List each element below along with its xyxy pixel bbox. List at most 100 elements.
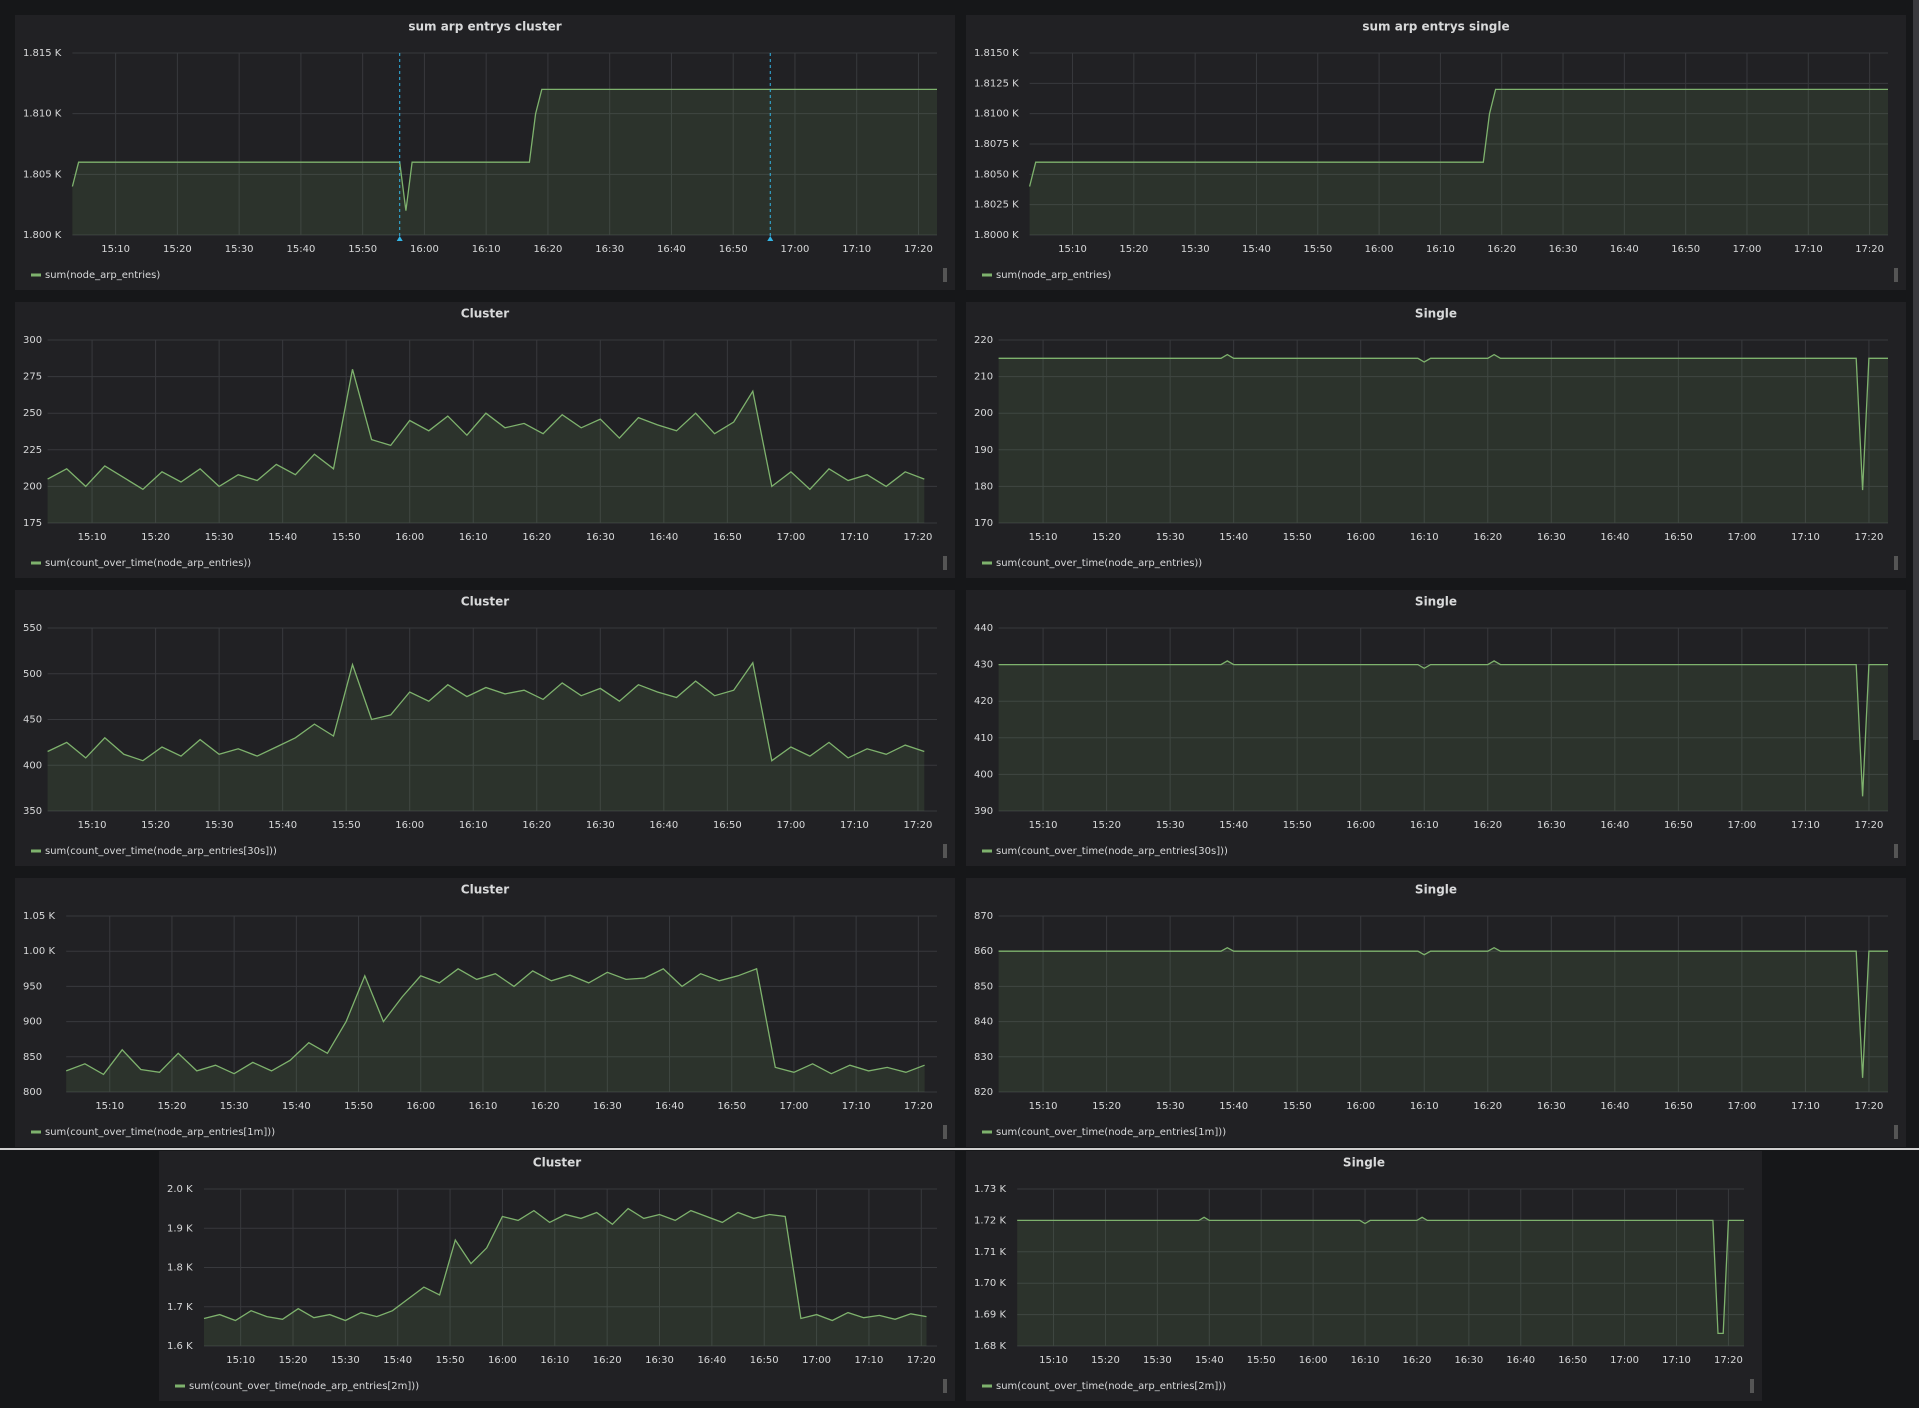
y-tick-label: 950: [23, 981, 42, 992]
x-tick-label: 17:00: [802, 1355, 831, 1366]
y-tick-label: 550: [23, 623, 42, 634]
x-tick-label: 16:00: [395, 820, 424, 831]
x-tick-label: 16:40: [649, 532, 678, 543]
x-tick-label: 16:40: [1506, 1355, 1535, 1366]
x-tick-label: 16:00: [1346, 1101, 1375, 1112]
chart-title: Single: [1343, 1156, 1385, 1170]
x-tick-label: 15:40: [268, 532, 297, 543]
x-tick-label: 15:20: [279, 1355, 308, 1366]
x-tick-label: 15:20: [1119, 244, 1148, 255]
x-tick-label: 15:30: [1156, 532, 1185, 543]
panel-resize-handle: [943, 268, 947, 282]
x-tick-label: 16:50: [719, 244, 748, 255]
x-tick-label: 17:20: [907, 1355, 936, 1366]
x-tick-label: 16:00: [406, 1101, 435, 1112]
line: [998, 353, 1888, 491]
x-tick-label: 15:30: [220, 1101, 249, 1112]
panel-resize-handle: [943, 1379, 947, 1393]
y-tick-label: 1.05 K: [23, 911, 55, 922]
line: [1017, 1216, 1744, 1335]
chart-title: Single: [1415, 595, 1457, 609]
x-tick-label: 16:40: [1610, 244, 1639, 255]
x-tick-label: 17:20: [1855, 244, 1884, 255]
x-tick-label: 16:10: [1410, 1101, 1439, 1112]
x-tick-label: 15:50: [332, 820, 361, 831]
x-tick-label: 15:50: [1283, 1101, 1312, 1112]
y-tick-label: 225: [23, 445, 42, 456]
chart-title: sum arp entrys cluster: [408, 20, 561, 34]
y-tick-label: 400: [974, 769, 993, 780]
y-tick-label: 1.68 K: [974, 1341, 1006, 1352]
y-tick-label: 1.8 K: [167, 1263, 193, 1274]
x-tick-label: 17:20: [1855, 532, 1884, 543]
y-tick-label: 1.8025 K: [974, 200, 1019, 211]
x-tick-label: 17:00: [776, 532, 805, 543]
annotation-marker: [396, 236, 403, 241]
panel-resize-handle: [943, 556, 947, 570]
y-tick-label: 190: [974, 445, 993, 456]
panel-resize-handle: [1894, 556, 1898, 570]
x-tick-label: 15:10: [1029, 532, 1058, 543]
x-tick-label: 16:30: [1454, 1355, 1483, 1366]
x-tick-label: 15:40: [1219, 1101, 1248, 1112]
x-tick-label: 16:20: [1403, 1355, 1432, 1366]
x-tick-label: 15:30: [205, 820, 234, 831]
y-tick-label: 175: [23, 518, 42, 529]
y-tick-label: 250: [23, 408, 42, 419]
x-tick-label: 16:40: [1600, 820, 1629, 831]
panel-resize-handle: [1750, 1379, 1754, 1393]
x-tick-label: 15:10: [78, 532, 107, 543]
y-tick-label: 450: [23, 715, 42, 726]
chart-title: Cluster: [461, 595, 509, 609]
area: [204, 1208, 927, 1346]
x-tick-label: 16:20: [522, 820, 551, 831]
area: [998, 354, 1888, 523]
y-tick-label: 275: [23, 372, 42, 383]
x-tick-label: 15:30: [205, 532, 234, 543]
panel: [159, 1151, 955, 1401]
x-tick-label: 16:30: [645, 1355, 674, 1366]
y-tick-label: 1.8150 K: [974, 48, 1019, 59]
x-tick-label: 15:20: [141, 820, 170, 831]
line: [71, 88, 937, 211]
x-tick-label: 16:20: [1473, 532, 1502, 543]
x-tick-label: 15:30: [1156, 820, 1185, 831]
y-tick-label: 1.8000 K: [974, 230, 1019, 241]
y-tick-label: 220: [974, 335, 993, 346]
x-tick-label: 15:50: [436, 1355, 465, 1366]
x-tick-label: 16:50: [717, 1101, 746, 1112]
x-tick-label: 15:10: [226, 1355, 255, 1366]
x-tick-label: 16:50: [750, 1355, 779, 1366]
x-tick-label: 17:00: [1733, 244, 1762, 255]
x-tick-label: 15:30: [1156, 1101, 1185, 1112]
x-tick-label: 16:00: [488, 1355, 517, 1366]
x-tick-label: 17:10: [1662, 1355, 1691, 1366]
x-tick-label: 17:20: [1855, 820, 1884, 831]
y-tick-label: 2.0 K: [167, 1184, 193, 1195]
x-tick-label: 15:50: [332, 532, 361, 543]
y-tick-label: 1.810 K: [23, 109, 62, 120]
x-tick-label: 15:10: [101, 244, 130, 255]
area: [47, 662, 925, 811]
x-tick-label: 16:20: [1473, 1101, 1502, 1112]
x-tick-label: 17:00: [1727, 1101, 1756, 1112]
legend-label: sum(count_over_time(node_arp_entries[1m]…: [996, 1127, 1226, 1138]
y-tick-label: 200: [974, 408, 993, 419]
x-tick-label: 15:20: [1091, 1355, 1120, 1366]
x-tick-label: 15:30: [1181, 244, 1210, 255]
x-tick-label: 16:50: [1664, 820, 1693, 831]
panel: [966, 1151, 1762, 1401]
x-tick-label: 15:10: [95, 1101, 124, 1112]
x-tick-label: 17:10: [1794, 244, 1823, 255]
x-tick-label: 17:20: [1714, 1355, 1743, 1366]
y-tick-label: 1.7 K: [167, 1302, 193, 1313]
x-tick-label: 16:30: [586, 820, 615, 831]
area: [998, 947, 1888, 1092]
y-tick-label: 870: [974, 911, 993, 922]
x-tick-label: 17:10: [1791, 532, 1820, 543]
x-tick-label: 17:10: [840, 532, 869, 543]
x-tick-label: 15:30: [1143, 1355, 1172, 1366]
x-tick-label: 15:20: [1092, 820, 1121, 831]
x-tick-label: 16:00: [1346, 532, 1375, 543]
